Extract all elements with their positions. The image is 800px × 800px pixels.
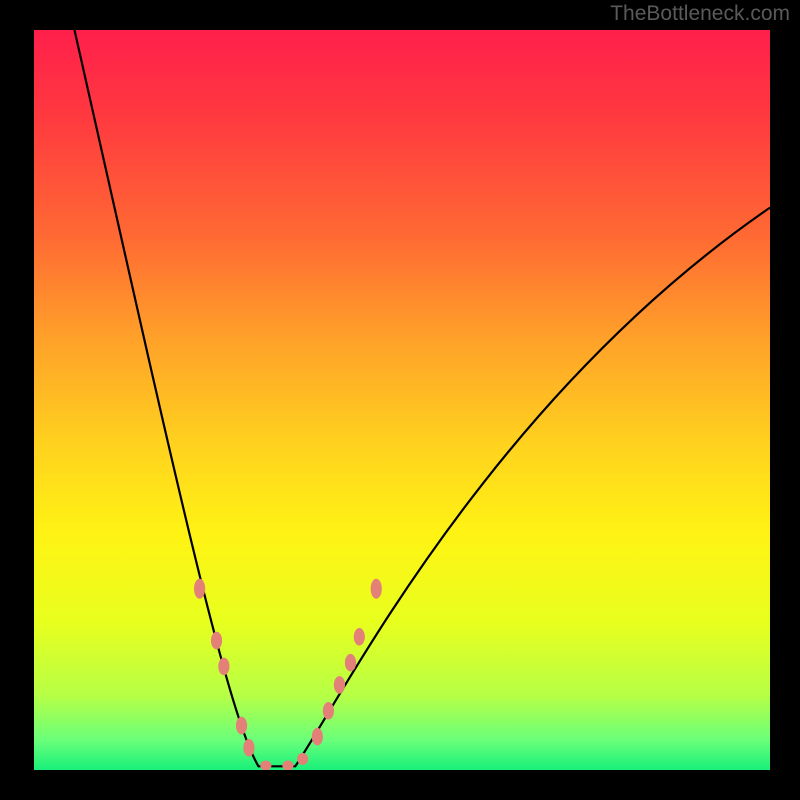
- data-marker: [194, 579, 205, 599]
- data-marker: [345, 654, 356, 672]
- data-marker: [211, 632, 222, 650]
- bottleneck-chart: [34, 30, 770, 770]
- data-marker: [323, 702, 334, 720]
- data-marker: [312, 728, 323, 746]
- chart-frame: TheBottleneck.com: [0, 0, 800, 800]
- data-marker: [218, 658, 229, 676]
- data-marker: [371, 579, 382, 599]
- data-marker: [297, 753, 308, 765]
- data-marker: [236, 717, 247, 735]
- gradient-background: [34, 30, 770, 770]
- plot-area: [34, 30, 770, 770]
- data-marker: [243, 739, 254, 757]
- watermark-text: TheBottleneck.com: [610, 2, 790, 26]
- data-marker: [334, 676, 345, 694]
- data-marker: [354, 628, 365, 646]
